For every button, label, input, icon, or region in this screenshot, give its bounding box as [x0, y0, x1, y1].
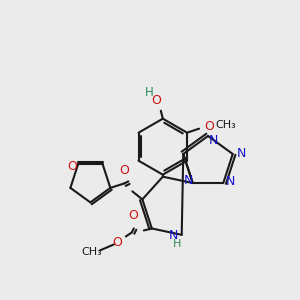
Text: N: N [169, 229, 178, 242]
Text: N: N [184, 173, 194, 187]
Text: O: O [151, 94, 161, 107]
Text: CH₃: CH₃ [216, 120, 236, 130]
Text: CH₃: CH₃ [81, 248, 102, 257]
Text: O: O [112, 236, 122, 249]
Text: O: O [204, 120, 214, 133]
Text: O: O [67, 160, 77, 173]
Text: H: H [144, 86, 153, 99]
Text: O: O [119, 164, 129, 177]
Text: N: N [208, 134, 218, 146]
Text: N: N [237, 148, 246, 160]
Text: N: N [226, 175, 235, 188]
Text: H: H [172, 239, 181, 249]
Text: O: O [128, 209, 138, 222]
